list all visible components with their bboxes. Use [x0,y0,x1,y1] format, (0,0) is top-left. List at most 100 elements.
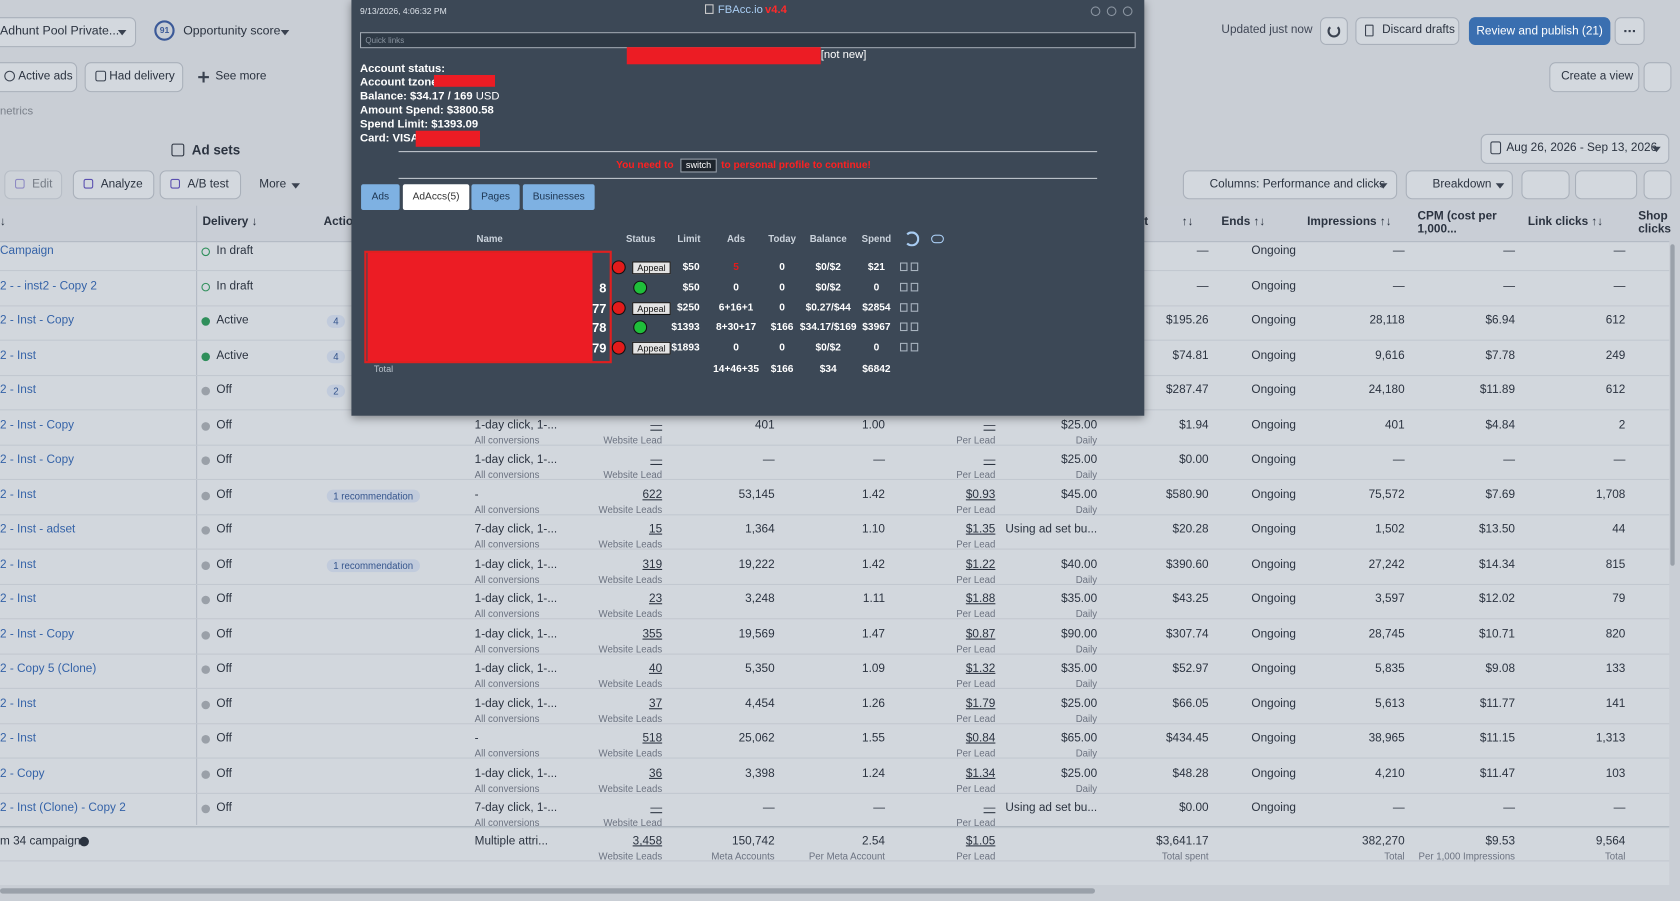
window-control[interactable] [1090,6,1101,17]
recommendation-badge[interactable]: 4 [326,349,346,363]
filter-label[interactable]: Had delivery [109,69,175,83]
row-action-icon[interactable] [900,302,908,312]
column-header[interactable]: t [1144,215,1149,229]
adset-name[interactable]: 2 - Inst [0,731,37,745]
toolbar-button[interactable] [159,170,242,200]
see-more[interactable]: See more [215,69,267,83]
more-button[interactable] [1614,17,1645,46]
adset-name[interactable]: 2 - Inst [0,592,37,606]
toolbar-label[interactable]: Edit [32,177,53,191]
row-divider [0,792,1670,794]
adset-name[interactable]: 2 - Inst [0,348,37,362]
adset-name[interactable]: 2 - Inst - Copy [0,627,75,641]
panel-tab[interactable]: AdAccs(5) [402,184,470,211]
adset-name[interactable]: Campaign [0,244,54,258]
icon-button[interactable] [1521,170,1570,200]
toolbar-label[interactable]: A/B test [187,177,229,191]
cell-ends: Ongoing [1251,696,1296,710]
cell-clicks: 9,564 [1595,834,1626,848]
breakdown-button[interactable] [1405,170,1513,200]
adset-name[interactable]: 2 - Inst [0,488,37,501]
appeal-button[interactable]: Appeal [632,261,671,275]
toggle-icon[interactable] [931,234,944,244]
panel-tab[interactable]: Ads [361,184,400,211]
adset-name[interactable]: 2 - Inst [0,383,37,397]
panel-tab[interactable]: Pages [471,184,520,211]
account-limit: $1393 [671,321,700,334]
adset-name[interactable]: 2 - Copy [0,766,45,780]
column-header[interactable]: Actio [323,215,354,229]
row-action-icon[interactable] [910,322,919,332]
row-action-icon[interactable] [910,282,919,292]
window-control[interactable] [1106,6,1117,17]
refresh-icon[interactable] [904,231,920,247]
column-header[interactable]: CPM (cost per 1,000... [1417,210,1497,236]
column-header[interactable]: Link clicks ↑↓ [1527,215,1604,229]
column-header[interactable]: ↑↓ [1181,215,1194,229]
cell-results-sub: Website Lead [603,434,663,446]
date-range[interactable]: Aug 26, 2026 - Sep 13, 2026 [1506,141,1658,155]
row-action-icon[interactable] [900,262,908,272]
recommendation-badge[interactable]: 1 recommendation [326,558,420,572]
window-control[interactable] [1122,6,1133,17]
column-header[interactable]: ↓ [0,215,6,229]
row-action-icon[interactable] [910,302,919,312]
appeal-button[interactable]: Appeal [632,341,671,355]
toolbar-label[interactable]: Analyze [100,177,143,191]
panel-tab[interactable]: Businesses [522,184,595,211]
column-header[interactable]: Impressions ↑↓ [1307,215,1392,229]
toolbar-button[interactable] [4,170,63,200]
adsets-icon [171,143,185,157]
switch-button[interactable]: switch [680,158,717,173]
cell-freq: 1.47 [862,627,886,641]
row-divider [0,722,1670,724]
cell-budget: $45.00 [1061,488,1098,501]
row-action-icon[interactable] [910,342,919,352]
delivery-status: In draft [216,244,254,258]
create-view-button[interactable] [1549,62,1640,93]
toolbar-button[interactable] [72,170,155,200]
adset-name[interactable]: 2 - Inst - adset [0,522,76,536]
recommendation-badge[interactable]: 4 [326,315,346,328]
filter-chip[interactable] [84,62,184,93]
row-action-icon[interactable] [900,342,908,352]
adset-name[interactable]: 2 - - inst2 - Copy 2 [0,279,97,292]
review-button[interactable]: Review and publish (21) [1468,17,1611,46]
cell-spent: $66.05 [1172,696,1209,710]
adset-name[interactable]: 2 - Inst [0,696,37,710]
cell-budget: Using ad set bu... [1005,522,1098,536]
plus-icon-v [202,71,205,83]
section-title[interactable]: Ad sets [191,142,241,158]
cell-ends: Ongoing [1251,383,1296,397]
icon-button[interactable] [1643,170,1672,200]
column-header[interactable]: Ends ↑↓ [1221,215,1266,229]
adset-name[interactable]: 2 - Inst - Copy [0,418,75,432]
columns-button[interactable] [1182,170,1398,200]
row-action-icon[interactable] [900,282,908,292]
row-action-icon[interactable] [910,262,919,272]
breakdown-label[interactable]: Breakdown [1432,177,1492,191]
recommendation-badge[interactable]: 2 [326,384,346,398]
create-view-label[interactable]: Create a view [1561,69,1634,83]
icon-button[interactable] [1575,170,1638,200]
column-header[interactable]: Shop clicks [1638,210,1671,236]
row-action-icon[interactable] [900,322,908,332]
appeal-button[interactable]: Appeal [632,301,671,315]
cell-impr: 38,965 [1368,731,1405,745]
date-range-button[interactable] [1480,133,1670,164]
recommendation-badge[interactable]: 1 recommendation [326,489,420,502]
adset-name[interactable]: 2 - Copy 5 (Clone) [0,662,97,676]
settings-button[interactable] [1643,62,1672,93]
quick-links-select[interactable]: Quick links [360,32,1136,49]
column-header[interactable]: Delivery ↓ [202,215,258,229]
filter-label[interactable]: Active ads [18,69,73,83]
adset-name[interactable]: 2 - Inst - Copy [0,453,75,467]
cell-freq: 1.55 [862,731,886,745]
adset-name[interactable]: 2 - Inst - Copy [0,313,75,327]
adset-name[interactable]: 2 - Inst (Clone) - Copy 2 [0,801,126,815]
account-selector[interactable] [0,17,137,48]
columns-label[interactable]: Columns: Performance and clicks [1209,177,1386,191]
adset-name[interactable]: 2 - Inst [0,557,37,571]
score-label[interactable]: Opportunity score [183,24,281,38]
more-menu[interactable]: More [259,177,287,191]
